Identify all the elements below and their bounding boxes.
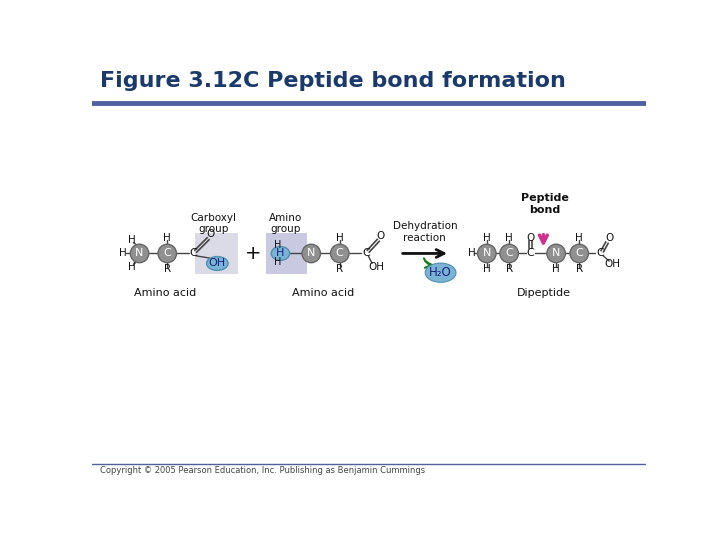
Circle shape	[330, 244, 349, 262]
Text: R: R	[163, 264, 171, 274]
Text: R: R	[576, 264, 582, 274]
Text: N: N	[552, 248, 560, 259]
Text: Amino acid: Amino acid	[134, 288, 196, 298]
FancyBboxPatch shape	[266, 233, 307, 274]
Circle shape	[547, 244, 565, 262]
Text: OH: OH	[604, 259, 621, 269]
FancyBboxPatch shape	[195, 233, 238, 274]
Text: N: N	[307, 248, 315, 259]
Text: Peptide
bond: Peptide bond	[521, 193, 569, 215]
Text: Amino
group: Amino group	[269, 213, 302, 234]
Text: O: O	[377, 231, 384, 241]
Text: +: +	[246, 244, 262, 263]
Text: H: H	[483, 233, 491, 243]
Text: C: C	[163, 248, 171, 259]
Text: Amino acid: Amino acid	[292, 288, 354, 298]
Text: Dehydration
reaction: Dehydration reaction	[392, 221, 457, 242]
Text: C: C	[575, 248, 583, 259]
Text: H: H	[276, 248, 284, 259]
Text: H: H	[119, 248, 127, 259]
Circle shape	[130, 244, 149, 262]
Text: R: R	[336, 264, 343, 274]
Circle shape	[500, 244, 518, 262]
Ellipse shape	[271, 247, 289, 260]
Text: H: H	[274, 240, 282, 250]
Text: OH: OH	[209, 259, 226, 268]
Text: H: H	[483, 264, 491, 274]
Ellipse shape	[207, 256, 228, 271]
Text: H: H	[552, 264, 560, 274]
Circle shape	[302, 244, 320, 262]
Text: Carboxyl
group: Carboxyl group	[191, 213, 236, 234]
Text: H: H	[336, 233, 343, 243]
Text: H: H	[128, 234, 135, 245]
Text: H: H	[505, 233, 513, 243]
Text: O: O	[206, 229, 215, 239]
Text: C: C	[527, 248, 534, 259]
Circle shape	[477, 244, 496, 262]
Text: H: H	[575, 233, 583, 243]
FancyBboxPatch shape	[92, 65, 647, 102]
Text: O: O	[605, 233, 613, 243]
Text: C: C	[596, 248, 604, 259]
Text: C: C	[362, 248, 370, 259]
Text: C: C	[505, 248, 513, 259]
Text: H: H	[467, 248, 475, 259]
Text: OH: OH	[369, 262, 384, 272]
Text: C: C	[189, 248, 197, 259]
Text: R: R	[505, 264, 513, 274]
Text: C: C	[336, 248, 343, 259]
Circle shape	[570, 244, 588, 262]
Text: H: H	[163, 233, 171, 243]
Text: N: N	[482, 248, 491, 259]
Text: O: O	[526, 233, 535, 243]
Text: H₂O: H₂O	[429, 266, 452, 279]
Ellipse shape	[426, 263, 456, 282]
Text: Copyright © 2005 Pearson Education, Inc. Publishing as Benjamin Cummings: Copyright © 2005 Pearson Education, Inc.…	[99, 466, 425, 475]
Text: N: N	[135, 248, 144, 259]
Text: Figure 3.12C Peptide bond formation: Figure 3.12C Peptide bond formation	[99, 71, 565, 91]
Text: Dipeptide: Dipeptide	[516, 288, 570, 298]
Text: H: H	[128, 262, 135, 272]
Text: H: H	[274, 257, 282, 267]
Circle shape	[158, 244, 176, 262]
